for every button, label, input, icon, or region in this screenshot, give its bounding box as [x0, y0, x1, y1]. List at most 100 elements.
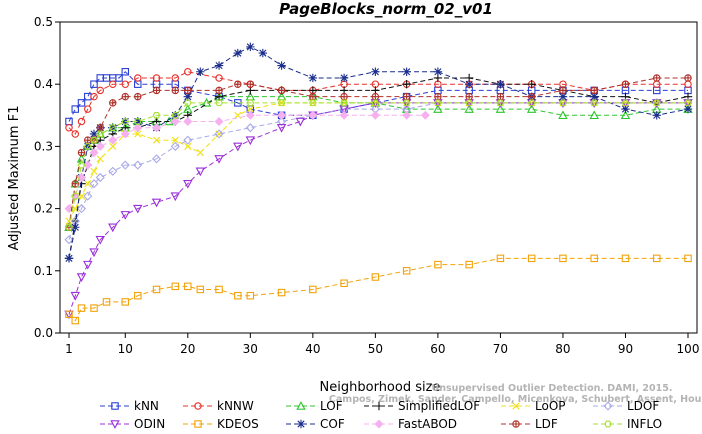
x-tick-label: 30 — [243, 342, 258, 356]
legend-item-odin: ODIN — [100, 417, 165, 431]
data-point-inflo — [559, 99, 567, 107]
x-tick-label: 20 — [180, 342, 195, 356]
data-point-ldf — [340, 92, 348, 101]
legend-marker — [194, 402, 202, 410]
data-point-cof — [558, 92, 568, 101]
data-point-loop — [246, 105, 254, 113]
legend-label: kNNW — [217, 399, 254, 413]
data-point-ldof — [89, 179, 99, 189]
data-point-odin — [170, 192, 181, 202]
data-point-cof — [433, 67, 443, 76]
legend-item-knn: kNN — [100, 399, 159, 413]
legend-item-lof: LOF — [286, 399, 343, 413]
data-point-kdeos — [309, 285, 317, 294]
data-point-inflo — [90, 136, 98, 144]
data-point-simplifiedlof — [402, 80, 411, 89]
data-point-fastabod — [183, 117, 193, 127]
data-point-cof — [233, 48, 243, 58]
data-point-lof — [433, 104, 443, 113]
watermark: Unsupervised Outlier Detection. DAMI, 20… — [329, 383, 702, 405]
data-point-inflo — [246, 99, 255, 107]
legend-label: COF — [320, 417, 345, 431]
data-point-odin — [151, 198, 162, 208]
data-point-loop — [134, 130, 142, 138]
data-point-knnw — [71, 130, 80, 138]
legend-item-inflo: INFLO — [593, 417, 662, 431]
data-point-cof — [402, 67, 411, 76]
data-point-lof — [495, 104, 506, 113]
data-point-cof — [64, 254, 74, 263]
data-point-knnw — [134, 74, 142, 82]
data-point-lof — [558, 110, 568, 120]
watermark-line-1: Unsupervised Outlier Detection. DAMI, 20… — [432, 383, 673, 394]
data-point-inflo — [309, 99, 317, 107]
plot-area — [59, 21, 698, 334]
data-point-cof — [258, 48, 268, 58]
series-line-knnw — [68, 71, 688, 135]
data-point-simplifiedlof — [527, 80, 536, 89]
data-point-odin — [120, 211, 130, 220]
data-point-ldof — [245, 123, 255, 133]
data-point-cof — [89, 129, 99, 139]
data-point-cof — [652, 111, 661, 120]
data-point-kdeos — [71, 316, 80, 325]
data-point-kdeos — [371, 273, 380, 281]
series-line-kdeos — [68, 257, 688, 322]
data-point-inflo — [277, 99, 286, 107]
legend-marker — [374, 401, 384, 411]
data-point-inflo — [65, 223, 73, 231]
data-point-inflo — [684, 99, 692, 107]
data-point-cof — [183, 92, 192, 101]
data-point-inflo — [152, 111, 161, 119]
data-point-odin — [95, 235, 105, 245]
data-point-inflo — [121, 118, 130, 125]
data-point-fastabod — [133, 123, 143, 133]
data-point-cof — [246, 42, 255, 52]
data-point-ldf — [96, 123, 105, 132]
data-point-loop — [84, 180, 92, 188]
data-point-knnw — [684, 80, 692, 88]
data-point-inflo — [371, 99, 380, 107]
data-point-cof — [683, 104, 693, 114]
data-point-ldf — [215, 86, 223, 95]
data-point-cof — [339, 73, 349, 83]
legend-label: LoOP — [535, 399, 566, 413]
data-point-ldof — [277, 116, 287, 127]
y-tick-label: 0.0 — [34, 326, 53, 340]
series-odin — [64, 99, 693, 320]
data-point-inflo — [83, 143, 92, 150]
data-point-cof — [214, 61, 224, 70]
data-point-loop — [171, 136, 179, 144]
data-point-inflo — [652, 99, 661, 107]
data-point-inflo — [340, 99, 348, 107]
data-point-fastabod — [370, 110, 380, 120]
watermark-line-2: Campos, Zimek, Sander, Campello, Micenko… — [329, 394, 702, 405]
data-point-inflo — [527, 99, 536, 107]
data-point-knn — [121, 68, 130, 76]
y-tick-label: 0.5 — [34, 15, 53, 29]
data-point-kdeos — [590, 254, 598, 263]
data-point-fastabod — [89, 148, 99, 158]
x-tick-label: 90 — [618, 342, 633, 356]
data-point-ldf — [559, 86, 567, 95]
data-point-kdeos — [102, 298, 111, 306]
data-point-ldof — [183, 135, 193, 145]
data-point-fastabod — [95, 141, 105, 151]
legend-item-kdeos: KDEOS — [183, 417, 259, 431]
data-point-kdeos — [134, 291, 142, 300]
data-point-ldf — [121, 92, 130, 101]
data-point-ldf — [371, 92, 380, 101]
legend-label: LDOF — [627, 399, 659, 413]
x-tick-label: 70 — [493, 342, 508, 356]
legend-marker — [374, 419, 384, 429]
legend-label: SimplifiedLOF — [398, 399, 480, 413]
y-axis: 0.0 0.1 0.2 0.3 0.4 0.5 — [34, 15, 60, 340]
data-point-inflo — [434, 99, 442, 107]
data-point-loop — [109, 142, 117, 150]
data-point-ldf — [234, 80, 242, 88]
data-point-kdeos — [121, 298, 130, 306]
data-point-cof — [621, 104, 630, 114]
data-point-cof — [590, 92, 599, 101]
x-tick-label: 1 — [65, 342, 73, 356]
data-point-ldof — [120, 160, 130, 170]
